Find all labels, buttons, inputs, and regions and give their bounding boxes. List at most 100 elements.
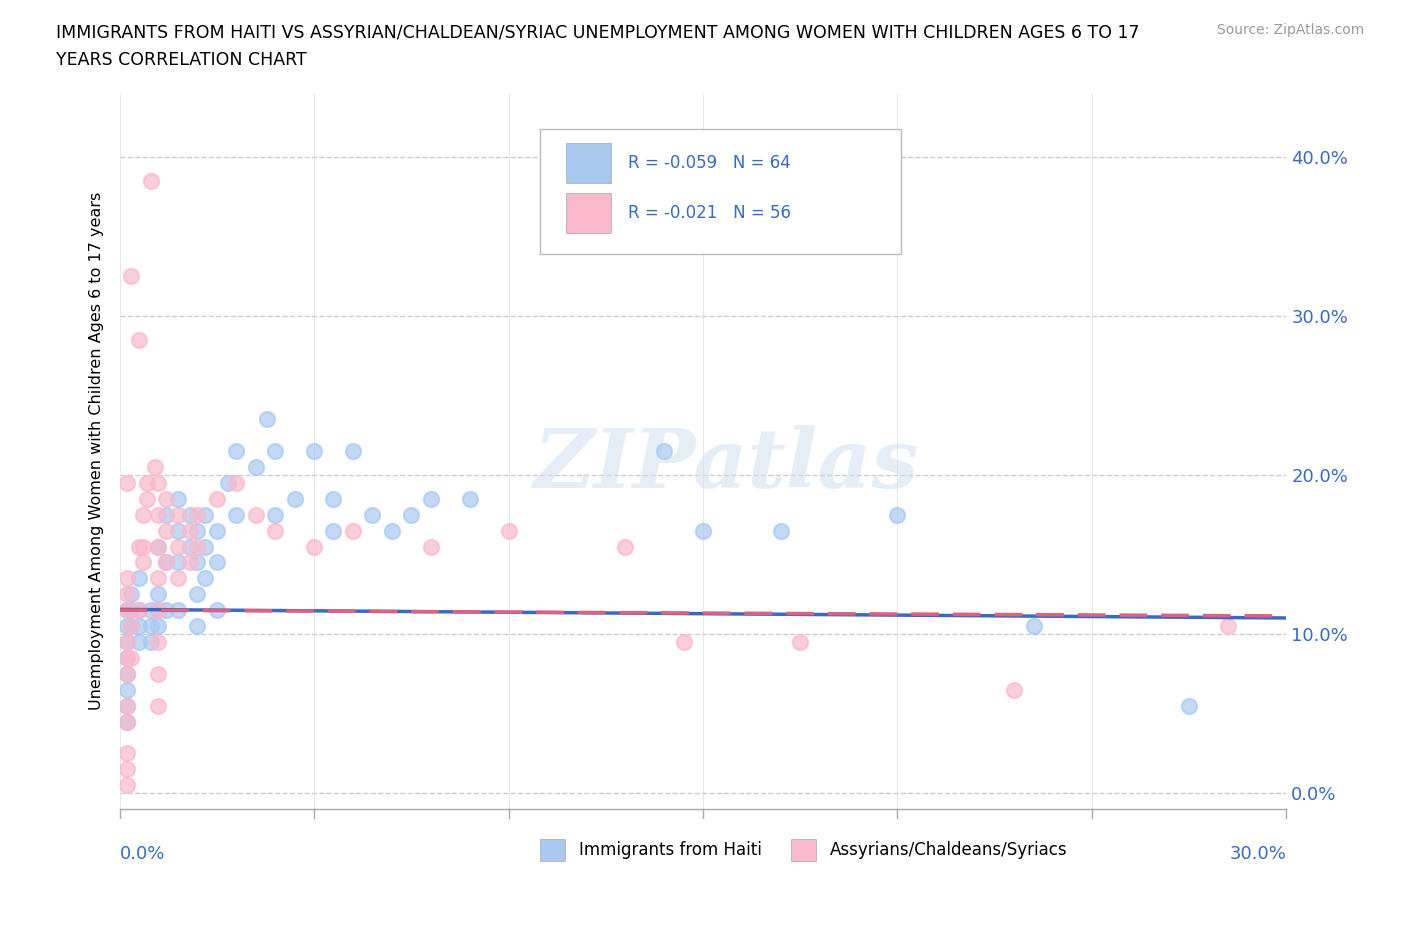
Text: Source: ZipAtlas.com: Source: ZipAtlas.com <box>1216 23 1364 37</box>
Point <box>139 634 162 649</box>
Point <box>132 507 155 522</box>
Point <box>205 491 228 506</box>
Point <box>614 539 637 554</box>
Point <box>302 444 325 458</box>
Point <box>128 634 150 649</box>
Point <box>117 587 139 602</box>
Point <box>117 603 139 618</box>
Text: R = -0.059   N = 64: R = -0.059 N = 64 <box>628 153 792 172</box>
Point <box>264 444 287 458</box>
Point <box>148 603 170 618</box>
FancyBboxPatch shape <box>540 128 901 254</box>
Point <box>139 603 162 618</box>
Point <box>155 491 177 506</box>
Text: Assyrians/Chaldeans/Syriacs: Assyrians/Chaldeans/Syriacs <box>830 841 1067 859</box>
Point <box>139 618 162 633</box>
Point <box>166 555 188 570</box>
Point <box>205 555 228 570</box>
Point <box>1216 618 1240 633</box>
Point <box>128 603 150 618</box>
Point <box>117 650 139 665</box>
Point <box>148 603 170 618</box>
Point <box>148 634 170 649</box>
Text: 30.0%: 30.0% <box>1230 844 1286 863</box>
Text: 0.0%: 0.0% <box>120 844 165 863</box>
Point <box>194 507 217 522</box>
Point <box>264 507 287 522</box>
Point <box>186 555 208 570</box>
Point <box>264 524 287 538</box>
Point <box>128 539 150 554</box>
Point <box>692 524 714 538</box>
Point <box>256 412 278 427</box>
Point <box>117 746 139 761</box>
Point <box>117 667 139 682</box>
Point <box>205 524 228 538</box>
Point <box>117 650 139 665</box>
Point <box>342 524 364 538</box>
Point <box>117 667 139 682</box>
Point <box>117 683 139 698</box>
Point <box>225 475 247 490</box>
Point <box>179 524 201 538</box>
Text: ZIPatlas: ZIPatlas <box>534 425 920 505</box>
Point <box>148 698 170 713</box>
Point <box>789 634 811 649</box>
Point <box>128 618 150 633</box>
Text: YEARS CORRELATION CHART: YEARS CORRELATION CHART <box>56 51 307 69</box>
Point <box>186 587 208 602</box>
Point <box>155 507 177 522</box>
Point <box>166 603 188 618</box>
Point <box>117 698 139 713</box>
Point <box>148 475 170 490</box>
Point <box>1022 618 1045 633</box>
Bar <box>790 839 817 860</box>
Point <box>148 571 170 586</box>
Point <box>166 539 188 554</box>
Point <box>117 698 139 713</box>
Point <box>117 571 139 586</box>
Point <box>117 603 139 618</box>
Point <box>672 634 695 649</box>
Point <box>769 524 792 538</box>
Point <box>117 475 139 490</box>
Point <box>117 777 139 792</box>
Point <box>139 173 162 188</box>
Point <box>155 603 177 618</box>
Point <box>117 634 139 649</box>
Point <box>322 524 344 538</box>
Point <box>186 539 208 554</box>
Point <box>166 571 188 586</box>
Point <box>128 332 150 347</box>
Point <box>135 491 157 506</box>
Bar <box>567 143 610 182</box>
Point <box>419 491 441 506</box>
Point <box>132 539 155 554</box>
Point <box>135 475 157 490</box>
Text: R = -0.021   N = 56: R = -0.021 N = 56 <box>628 204 792 222</box>
Point <box>498 524 520 538</box>
Point <box>652 444 675 458</box>
Point <box>128 603 150 618</box>
Point <box>117 762 139 777</box>
Point <box>194 539 217 554</box>
Point <box>1178 698 1201 713</box>
Point <box>120 269 142 284</box>
Point <box>155 524 177 538</box>
Point <box>179 539 201 554</box>
Point <box>166 507 188 522</box>
Point <box>148 587 170 602</box>
Point <box>245 507 267 522</box>
Point <box>148 618 170 633</box>
Point <box>179 507 201 522</box>
Point <box>148 507 170 522</box>
Point <box>117 634 139 649</box>
Point <box>458 491 481 506</box>
Point <box>148 539 170 554</box>
Point <box>143 459 166 474</box>
Point <box>361 507 384 522</box>
Point <box>419 539 441 554</box>
Point <box>401 507 423 522</box>
Point <box>117 618 139 633</box>
Point <box>186 618 208 633</box>
